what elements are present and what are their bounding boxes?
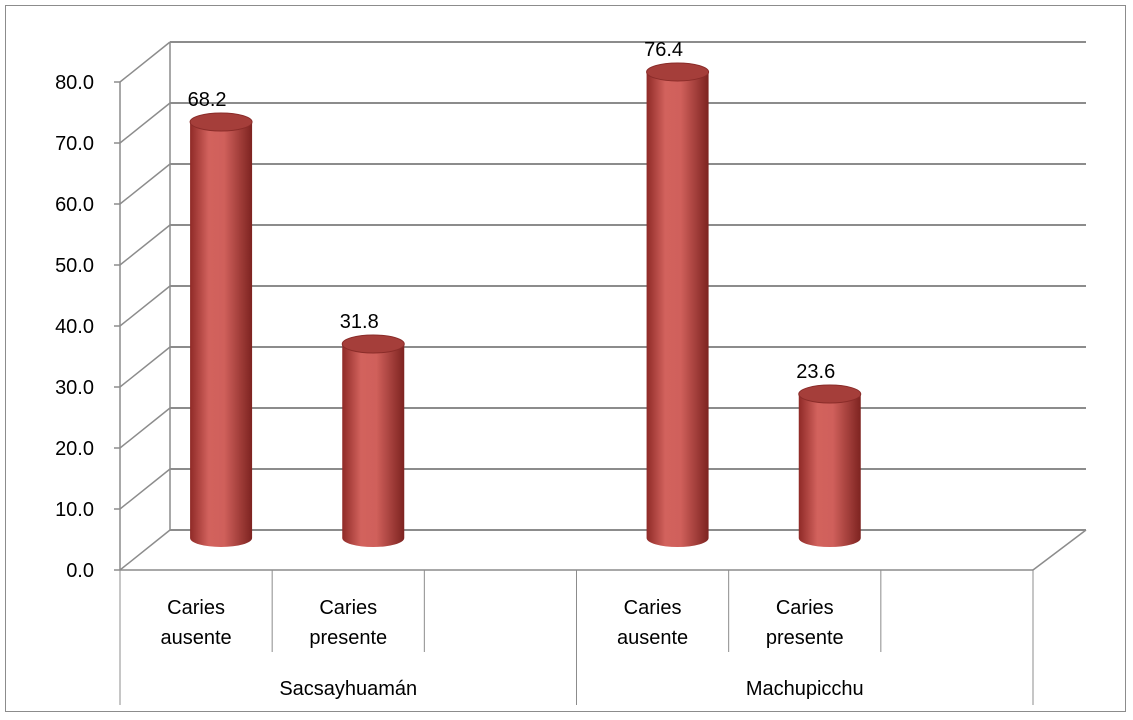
category-label-line: presente — [766, 627, 844, 649]
y-tick-label: 0.0 — [66, 560, 94, 582]
bar — [646, 62, 710, 548]
category-label-line: Caries — [624, 597, 682, 619]
labels: 0.0 10.0 20.0 30.0 40.0 50.0 60.0 70.0 80.0 68.2 3… — [55, 39, 864, 700]
y-tick-label: 80.0 — [55, 72, 94, 94]
side-gridline — [119, 468, 171, 510]
group-label: Sacsayhuamán — [279, 678, 417, 700]
bar-body — [342, 344, 405, 547]
bar-top — [189, 112, 253, 132]
y-tick-label: 50.0 — [55, 255, 94, 277]
category-label-line: Caries — [776, 597, 834, 619]
bar — [798, 384, 862, 547]
bar-top — [341, 334, 405, 354]
side-gridline — [119, 41, 171, 83]
plot-walls — [114, 41, 1087, 571]
group-label: Machupicchu — [746, 678, 864, 700]
category-label: Caries presente — [766, 597, 844, 649]
category-label-line: ausente — [617, 627, 688, 649]
y-tick-label: 20.0 — [55, 438, 94, 460]
category-label: Caries presente — [309, 597, 387, 649]
category-axis — [119, 570, 1034, 705]
category-label: Caries ausente — [160, 597, 231, 649]
data-label: 23.6 — [796, 361, 835, 383]
bar — [189, 112, 253, 547]
side-gridline — [119, 529, 171, 571]
category-label: Caries ausente — [617, 597, 688, 649]
side-gridline — [119, 346, 171, 388]
side-gridline — [119, 163, 171, 205]
y-tick-label: 10.0 — [55, 499, 94, 521]
bars — [189, 62, 862, 548]
data-label: 68.2 — [188, 89, 227, 111]
bar-top — [646, 62, 710, 82]
bar-top — [798, 384, 862, 404]
bar — [341, 334, 405, 547]
y-tick-label: 30.0 — [55, 377, 94, 399]
category-label-line: Caries — [319, 597, 377, 619]
side-gridline — [119, 407, 171, 449]
y-tick-label: 70.0 — [55, 133, 94, 155]
side-gridline — [119, 102, 171, 144]
bar-body — [646, 71, 709, 548]
category-label-line: presente — [309, 627, 387, 649]
side-gridline — [119, 224, 171, 266]
bar-body — [190, 121, 253, 547]
side-gridline — [119, 285, 171, 327]
y-tick-label: 40.0 — [55, 316, 94, 338]
bar-body — [798, 394, 861, 547]
category-label-line: Caries — [167, 597, 225, 619]
category-label-line: ausente — [160, 627, 231, 649]
y-tick-label: 60.0 — [55, 194, 94, 216]
data-label: 31.8 — [340, 311, 379, 333]
floor-right-edge — [1032, 529, 1087, 571]
data-label: 76.4 — [644, 39, 683, 61]
